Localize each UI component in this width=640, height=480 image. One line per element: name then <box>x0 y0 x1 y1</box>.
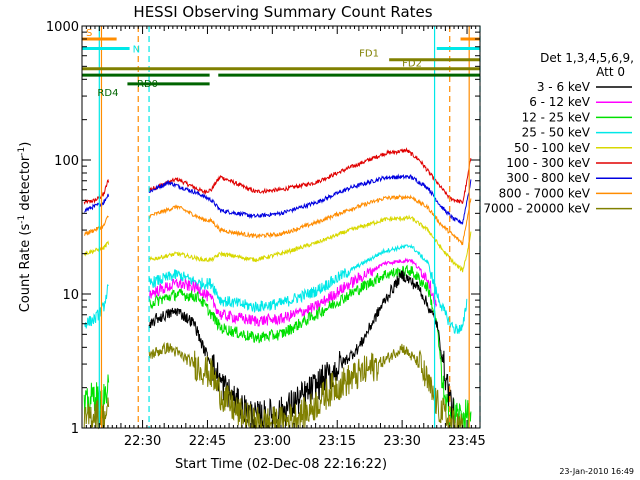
y-tick-label: 1 <box>71 422 79 437</box>
y-tick-label: 100 <box>54 154 79 169</box>
legend-label-7: 800 - 7000 keV <box>499 186 591 200</box>
legend-label-2: 12 - 25 keV <box>522 110 591 124</box>
series-line-0 <box>83 147 472 205</box>
x-tick-label: 22:45 <box>189 434 226 449</box>
legend-label-8: 7000 - 20000 keV <box>483 202 590 216</box>
x-axis-label: Start Time (02-Dec-08 22:16:22) <box>175 457 387 472</box>
flag-bars: SNFD1FD2RD0RD4 <box>82 28 480 99</box>
legend-label-5: 100 - 300 keV <box>506 156 590 170</box>
generated-timestamp: 23-Jan-2010 16:49 <box>559 467 634 476</box>
x-tick-label: 23:45 <box>448 434 485 449</box>
flag-label-n-1: N <box>133 44 140 55</box>
series-line-5 <box>148 257 438 327</box>
y-axis-ticks: 1 10 100 1000 <box>46 20 480 437</box>
legend-label-3: 25 - 50 keV <box>522 126 591 140</box>
y-tick-label: 1000 <box>46 20 79 35</box>
legend-label-0: 3 - 6 keV <box>537 80 591 94</box>
legend-label-6: 300 - 800 keV <box>506 171 590 185</box>
series-line-3 <box>83 214 472 273</box>
series-line-8 <box>83 341 464 430</box>
y-axis-label: Count Rate (s-1 detector-1) <box>17 142 33 313</box>
flag-label-rd4-7: RD4 <box>97 88 118 99</box>
chart-title: HESSI Observing Summary Count Rates <box>133 3 432 21</box>
x-tick-label: 23:30 <box>383 434 420 449</box>
series-line-4 <box>83 243 468 335</box>
x-tick-label: 22:30 <box>124 434 161 449</box>
x-tick-label: 23:15 <box>319 434 356 449</box>
series-line-2 <box>84 194 472 246</box>
legend-header-line-2: Att 0 <box>596 65 625 79</box>
flag-label-fd1-4: FD1 <box>359 49 379 60</box>
flag-label-fd2-5: FD2 <box>402 59 422 70</box>
x-axis-ticks: 22:30 22:45 23:00 23:15 23:30 23:45 <box>85 26 486 449</box>
x-tick-label: 23:00 <box>254 434 291 449</box>
y-tick-label: 10 <box>62 288 79 303</box>
legend-label-1: 6 - 12 keV <box>529 95 591 109</box>
series-line-1 <box>84 173 472 226</box>
flag-label-s-0: S <box>86 28 92 39</box>
series-group <box>83 147 472 430</box>
series-line-6 <box>83 264 472 429</box>
series-line-7 <box>148 270 455 429</box>
legend-label-4: 50 - 100 keV <box>514 141 591 155</box>
legend-header-line-1: Det 1,3,4,5,6,9, <box>540 51 634 65</box>
